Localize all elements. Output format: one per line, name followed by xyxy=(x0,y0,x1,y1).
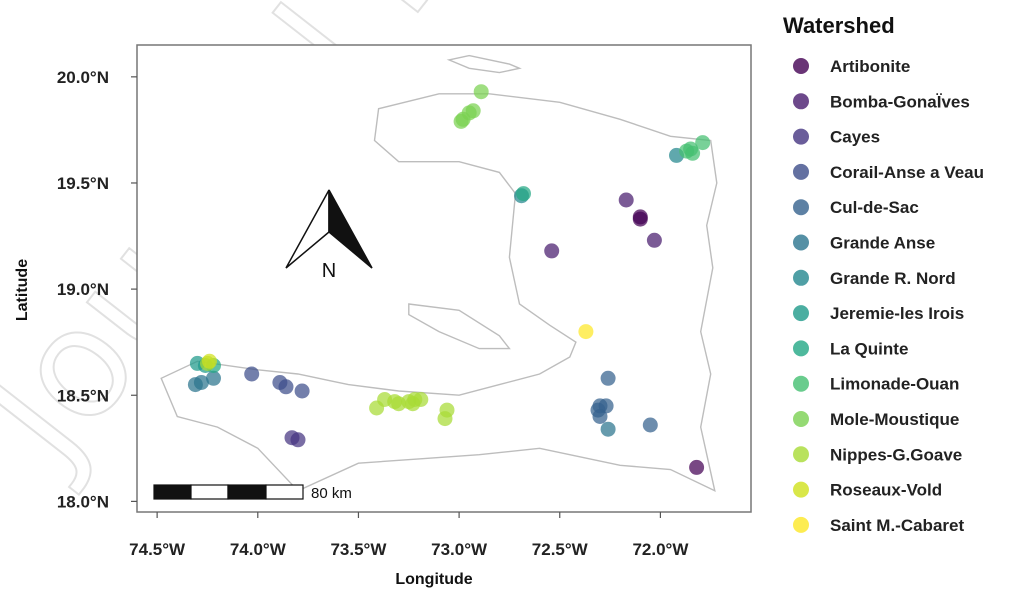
legend-label: Nippes-G.Goave xyxy=(830,445,962,464)
x-axis: 74.5°W 74.0°W 73.5°W 73.0°W 72.5°W 72.0°W xyxy=(129,512,689,559)
outline-ile-de-la-gonave xyxy=(408,303,511,350)
legend: Watershed Artibonite Bomba-GonaÏves Cayes C… xyxy=(783,13,984,535)
y-axis: 20.0°N 19.5°N 19.0°N 18.5°N 18.0°N xyxy=(57,68,137,511)
point-limonade-ouan xyxy=(695,135,711,151)
point-cul-de-sac xyxy=(642,417,658,433)
scale-bar: 80 km xyxy=(153,484,352,502)
outline-haiti-mainland xyxy=(160,93,718,493)
x-tick-label: 72.0°W xyxy=(632,540,689,559)
point-mole-moustique xyxy=(453,113,469,129)
scale-bar-label: 80 km xyxy=(311,485,352,502)
legend-label: Artibonite xyxy=(830,57,910,76)
y-tick-label: 18.0°N xyxy=(57,492,109,511)
legend-swatch xyxy=(793,58,809,74)
legend-label: Limonade-Ouan xyxy=(830,375,959,394)
north-arrow-icon: N xyxy=(285,189,373,282)
legend-label: La Quinte xyxy=(830,339,908,358)
legend-swatch xyxy=(793,199,809,216)
legend-label: Grande R. Nord xyxy=(830,269,956,288)
y-tick-label: 18.5°N xyxy=(57,386,109,405)
point-corail-anse-a-veau xyxy=(278,379,294,395)
point-la-quinte xyxy=(516,186,531,202)
point-grande-anse xyxy=(193,375,209,390)
legend-swatch xyxy=(793,375,809,392)
legend-swatch xyxy=(793,269,809,286)
x-tick-label: 72.5°W xyxy=(532,540,589,559)
x-tick-label: 73.5°W xyxy=(330,540,387,559)
legend-label: Roseaux-Vold xyxy=(830,481,942,500)
point-grande-anse xyxy=(206,370,221,386)
point-corail-anse-a-veau xyxy=(244,366,260,382)
y-tick-label: 19.5°N xyxy=(57,174,109,193)
legend-swatch xyxy=(793,305,809,322)
legend-swatch xyxy=(793,481,809,498)
point-limonade-ouan xyxy=(679,143,695,159)
legend-label: Corail-Anse a Veau xyxy=(830,163,984,182)
sample-points xyxy=(187,84,711,475)
legend-swatch xyxy=(793,340,809,357)
x-tick-label: 74.0°W xyxy=(230,540,287,559)
legend-swatch xyxy=(793,234,809,251)
outline-ile-de-la-tortue xyxy=(446,54,522,74)
point-cul-de-sac xyxy=(598,398,614,414)
north-arrow-label: N xyxy=(322,260,336,282)
island-outlines xyxy=(160,54,718,493)
legend-swatch xyxy=(793,93,809,110)
point-bomba-gona-ves xyxy=(544,243,560,259)
point-cayes xyxy=(290,432,306,448)
legend-swatch xyxy=(793,516,809,533)
legend-title: Watershed xyxy=(783,13,895,38)
point-artibonite xyxy=(632,209,648,225)
plot-panel xyxy=(136,44,752,513)
legend-swatch xyxy=(793,128,809,145)
point-nippes-g-goave xyxy=(405,396,421,412)
point-mole-moustique xyxy=(465,103,481,119)
y-tick-label: 19.0°N xyxy=(57,280,109,299)
legend-label: Bomba-GonaÏves xyxy=(830,92,970,111)
legend-swatch xyxy=(793,411,809,427)
legend-swatch xyxy=(793,446,809,463)
legend-swatch xyxy=(793,163,809,180)
legend-label: Saint M.-Cabaret xyxy=(830,516,964,535)
point-bomba-gona-ves xyxy=(618,192,634,208)
x-tick-label: 74.5°W xyxy=(129,540,186,559)
legend-label: Mole-Moustique xyxy=(830,410,959,429)
x-tick-label: 73.0°W xyxy=(431,540,488,559)
y-axis-title: Latitude xyxy=(14,259,31,321)
point-corail-anse-a-veau xyxy=(294,383,310,399)
point-artibonite xyxy=(689,459,705,475)
legend-label: Cayes xyxy=(830,128,880,147)
point-mole-moustique xyxy=(473,84,489,100)
point-roseaux-vold xyxy=(202,353,217,369)
point-saint-m-cabaret xyxy=(578,324,594,340)
point-nippes-g-goave xyxy=(437,411,453,427)
point-grande-anse xyxy=(600,421,616,437)
point-cul-de-sac xyxy=(600,370,616,386)
legend-label: Jeremie-les Irois xyxy=(830,304,964,323)
point-bomba-gona-ves xyxy=(646,232,662,248)
legend-label: Cul-de-Sac xyxy=(830,198,919,217)
legend-label: Grande Anse xyxy=(830,234,935,253)
y-tick-label: 20.0°N xyxy=(57,68,109,87)
x-axis-title: Longitude xyxy=(395,571,472,588)
